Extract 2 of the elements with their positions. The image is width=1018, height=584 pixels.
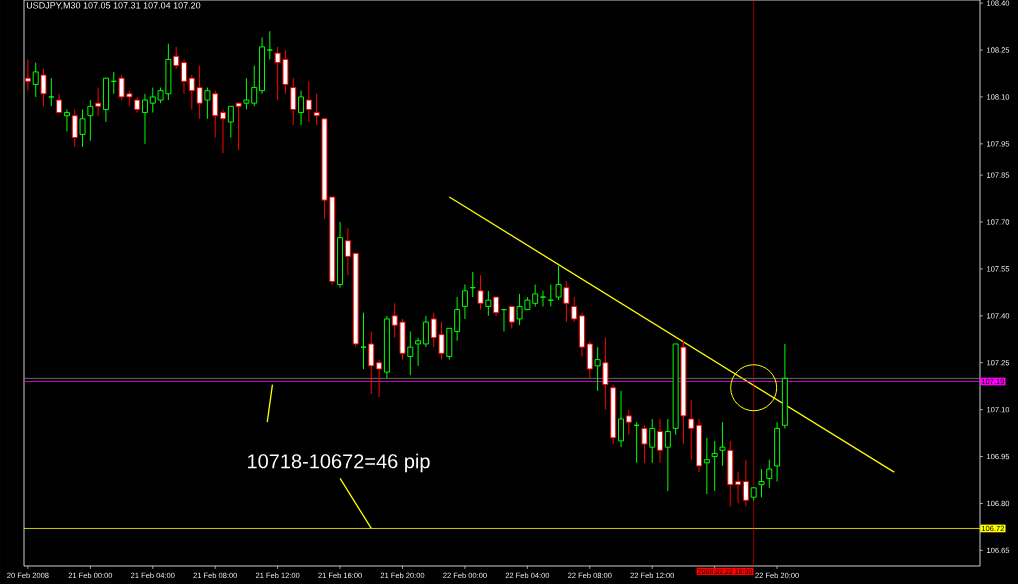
annotation: 10718-10672=46 pip xyxy=(248,453,430,473)
chart-title: USDJPY,M30 107.05 107.31 107.04 107.20 xyxy=(26,2,201,10)
